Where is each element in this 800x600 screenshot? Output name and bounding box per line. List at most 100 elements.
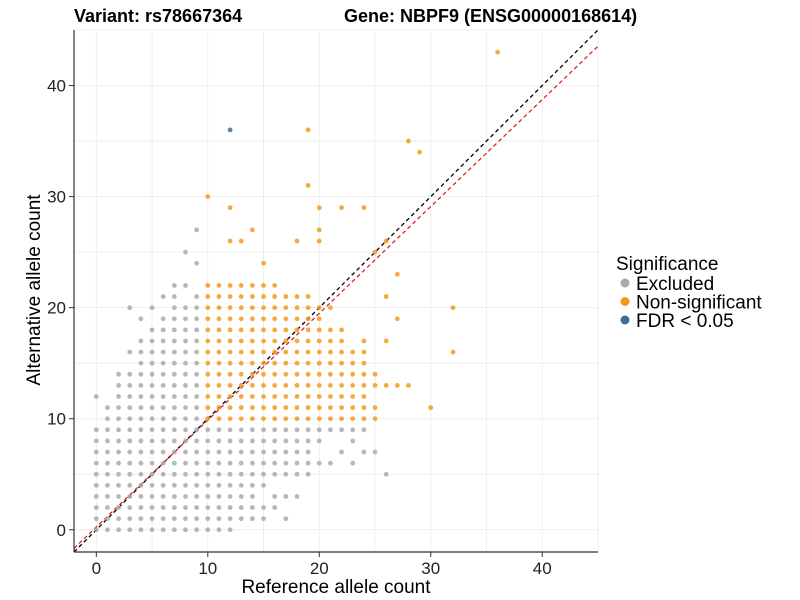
- data-point: [272, 371, 278, 377]
- data-point: [272, 316, 278, 322]
- data-point: [93, 527, 99, 533]
- data-point: [205, 383, 211, 388]
- data-point: [205, 471, 211, 477]
- data-point: [227, 482, 233, 488]
- data-point: [372, 383, 378, 388]
- data-point: [238, 427, 244, 433]
- data-point: [205, 427, 211, 433]
- data-point: [216, 371, 222, 377]
- data-point: [272, 305, 278, 311]
- data-point: [227, 338, 233, 344]
- data-point: [361, 405, 367, 411]
- data-point: [138, 371, 144, 377]
- data-point: [249, 327, 255, 333]
- data-point: [305, 349, 311, 355]
- data-point: [183, 405, 188, 411]
- data-point: [283, 371, 289, 377]
- data-point: [450, 349, 456, 355]
- data-point: [238, 283, 244, 288]
- data-point: [383, 383, 389, 388]
- data-point: [171, 482, 177, 488]
- data-point: [227, 360, 233, 366]
- data-point: [216, 505, 222, 510]
- data-point: [227, 316, 233, 322]
- data-point: [171, 516, 177, 522]
- data-point: [127, 371, 133, 377]
- data-point: [339, 371, 344, 377]
- data-point: [339, 349, 344, 355]
- legend-swatch: [620, 297, 630, 306]
- data-point: [238, 405, 244, 411]
- data-point: [372, 249, 378, 255]
- data-point: [249, 427, 255, 433]
- data-point: [272, 349, 278, 355]
- data-point: [261, 416, 266, 422]
- data-point: [316, 227, 322, 233]
- y-tick-label: 30: [47, 188, 66, 207]
- data-point: [216, 527, 222, 533]
- data-point: [149, 482, 155, 488]
- data-point: [305, 371, 311, 377]
- data-point: [127, 394, 133, 399]
- data-point: [238, 460, 244, 466]
- title-right: Gene: NBPF9 (ENSG00000168614): [344, 6, 637, 26]
- data-point: [406, 383, 411, 388]
- data-point: [227, 427, 233, 433]
- data-point: [328, 460, 333, 466]
- data-point: [283, 516, 289, 522]
- data-point: [316, 394, 322, 399]
- data-point: [328, 405, 333, 411]
- data-point: [272, 338, 278, 344]
- data-point: [205, 438, 211, 444]
- data-point: [394, 383, 400, 388]
- data-point: [450, 305, 456, 311]
- data-point: [194, 394, 200, 399]
- data-point: [171, 416, 177, 422]
- data-point: [261, 283, 266, 288]
- data-point: [105, 438, 110, 444]
- data-point: [227, 527, 233, 533]
- data-point: [138, 383, 144, 388]
- data-point: [183, 471, 188, 477]
- data-point: [227, 460, 233, 466]
- y-tick-label: 20: [47, 299, 66, 318]
- data-point: [328, 371, 333, 377]
- data-point: [238, 494, 244, 499]
- data-point: [138, 516, 144, 522]
- data-point: [127, 438, 133, 444]
- data-point: [227, 238, 233, 244]
- data-point: [261, 338, 266, 344]
- data-point: [183, 438, 188, 444]
- data-point: [272, 283, 278, 288]
- data-point: [227, 327, 233, 333]
- data-point: [227, 516, 233, 522]
- data-point: [127, 383, 133, 388]
- data-point: [149, 449, 155, 455]
- data-point: [194, 260, 200, 266]
- data-point: [294, 383, 300, 388]
- data-point: [261, 449, 266, 455]
- data-point: [361, 360, 367, 366]
- data-point: [238, 349, 244, 355]
- data-point: [149, 360, 155, 366]
- data-point: [305, 416, 311, 422]
- data-point: [160, 294, 166, 299]
- data-point: [294, 449, 300, 455]
- data-point: [383, 471, 389, 477]
- data-point: [127, 494, 133, 499]
- data-point: [149, 438, 155, 444]
- data-point: [283, 427, 289, 433]
- data-point: [149, 460, 155, 466]
- data-point: [294, 371, 300, 377]
- data-point: [194, 494, 200, 499]
- data-point: [261, 260, 266, 266]
- data-point: [194, 305, 200, 311]
- data-point: [249, 438, 255, 444]
- data-point: [183, 371, 188, 377]
- data-point: [138, 427, 144, 433]
- data-point: [361, 394, 367, 399]
- data-point: [238, 449, 244, 455]
- data-point: [116, 494, 121, 499]
- data-point: [350, 360, 356, 366]
